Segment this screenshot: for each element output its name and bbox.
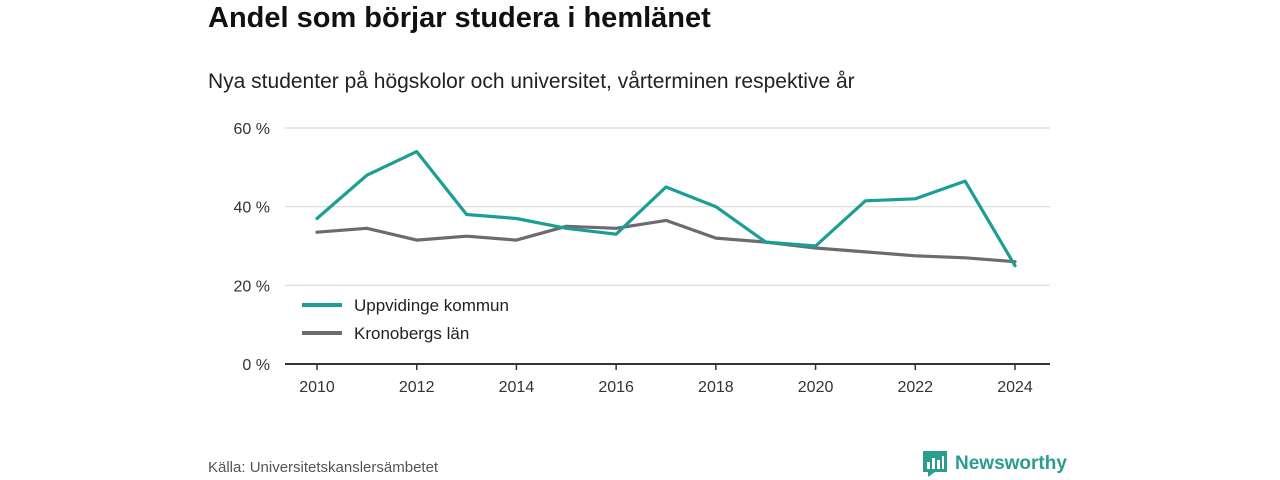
chart-subtitle: Nya studenter på högskolor och universit… (208, 70, 855, 93)
x-tick-label: 2014 (499, 379, 535, 396)
legend-label: Kronobergs län (354, 324, 469, 343)
brand-name: Newsworthy (955, 453, 1067, 474)
brand-logo[interactable]: Newsworthy (922, 450, 1067, 478)
y-tick-label: 40 % (234, 200, 270, 217)
newsworthy-logo-icon (923, 451, 947, 477)
x-tick-label: 2012 (399, 379, 435, 396)
source-note: Källa: Universitetskanslersämbetet (208, 459, 439, 476)
x-tick-label: 2022 (897, 379, 933, 396)
series-line-1 (315, 150, 1017, 268)
y-tick-label: 60 % (234, 121, 270, 138)
series-line-2 (315, 218, 1017, 264)
x-tick-label: 2010 (299, 379, 335, 396)
x-tick-label: 2018 (698, 379, 734, 396)
chart-title: Andel som börjar studera i hemlänet (208, 2, 711, 34)
y-tick-label: 20 % (234, 278, 270, 295)
line-chart: 0 % 20 % 40 % 60 % 2010 2012 2014 2016 2018 2020 2… (234, 121, 1050, 396)
x-tick-label: 2020 (798, 379, 834, 396)
x-tick-label: 2024 (997, 379, 1033, 396)
y-tick-label: 0 % (242, 357, 270, 374)
x-tick-label: 2016 (598, 379, 634, 396)
legend-label: Uppvidinge kommun (354, 296, 509, 315)
